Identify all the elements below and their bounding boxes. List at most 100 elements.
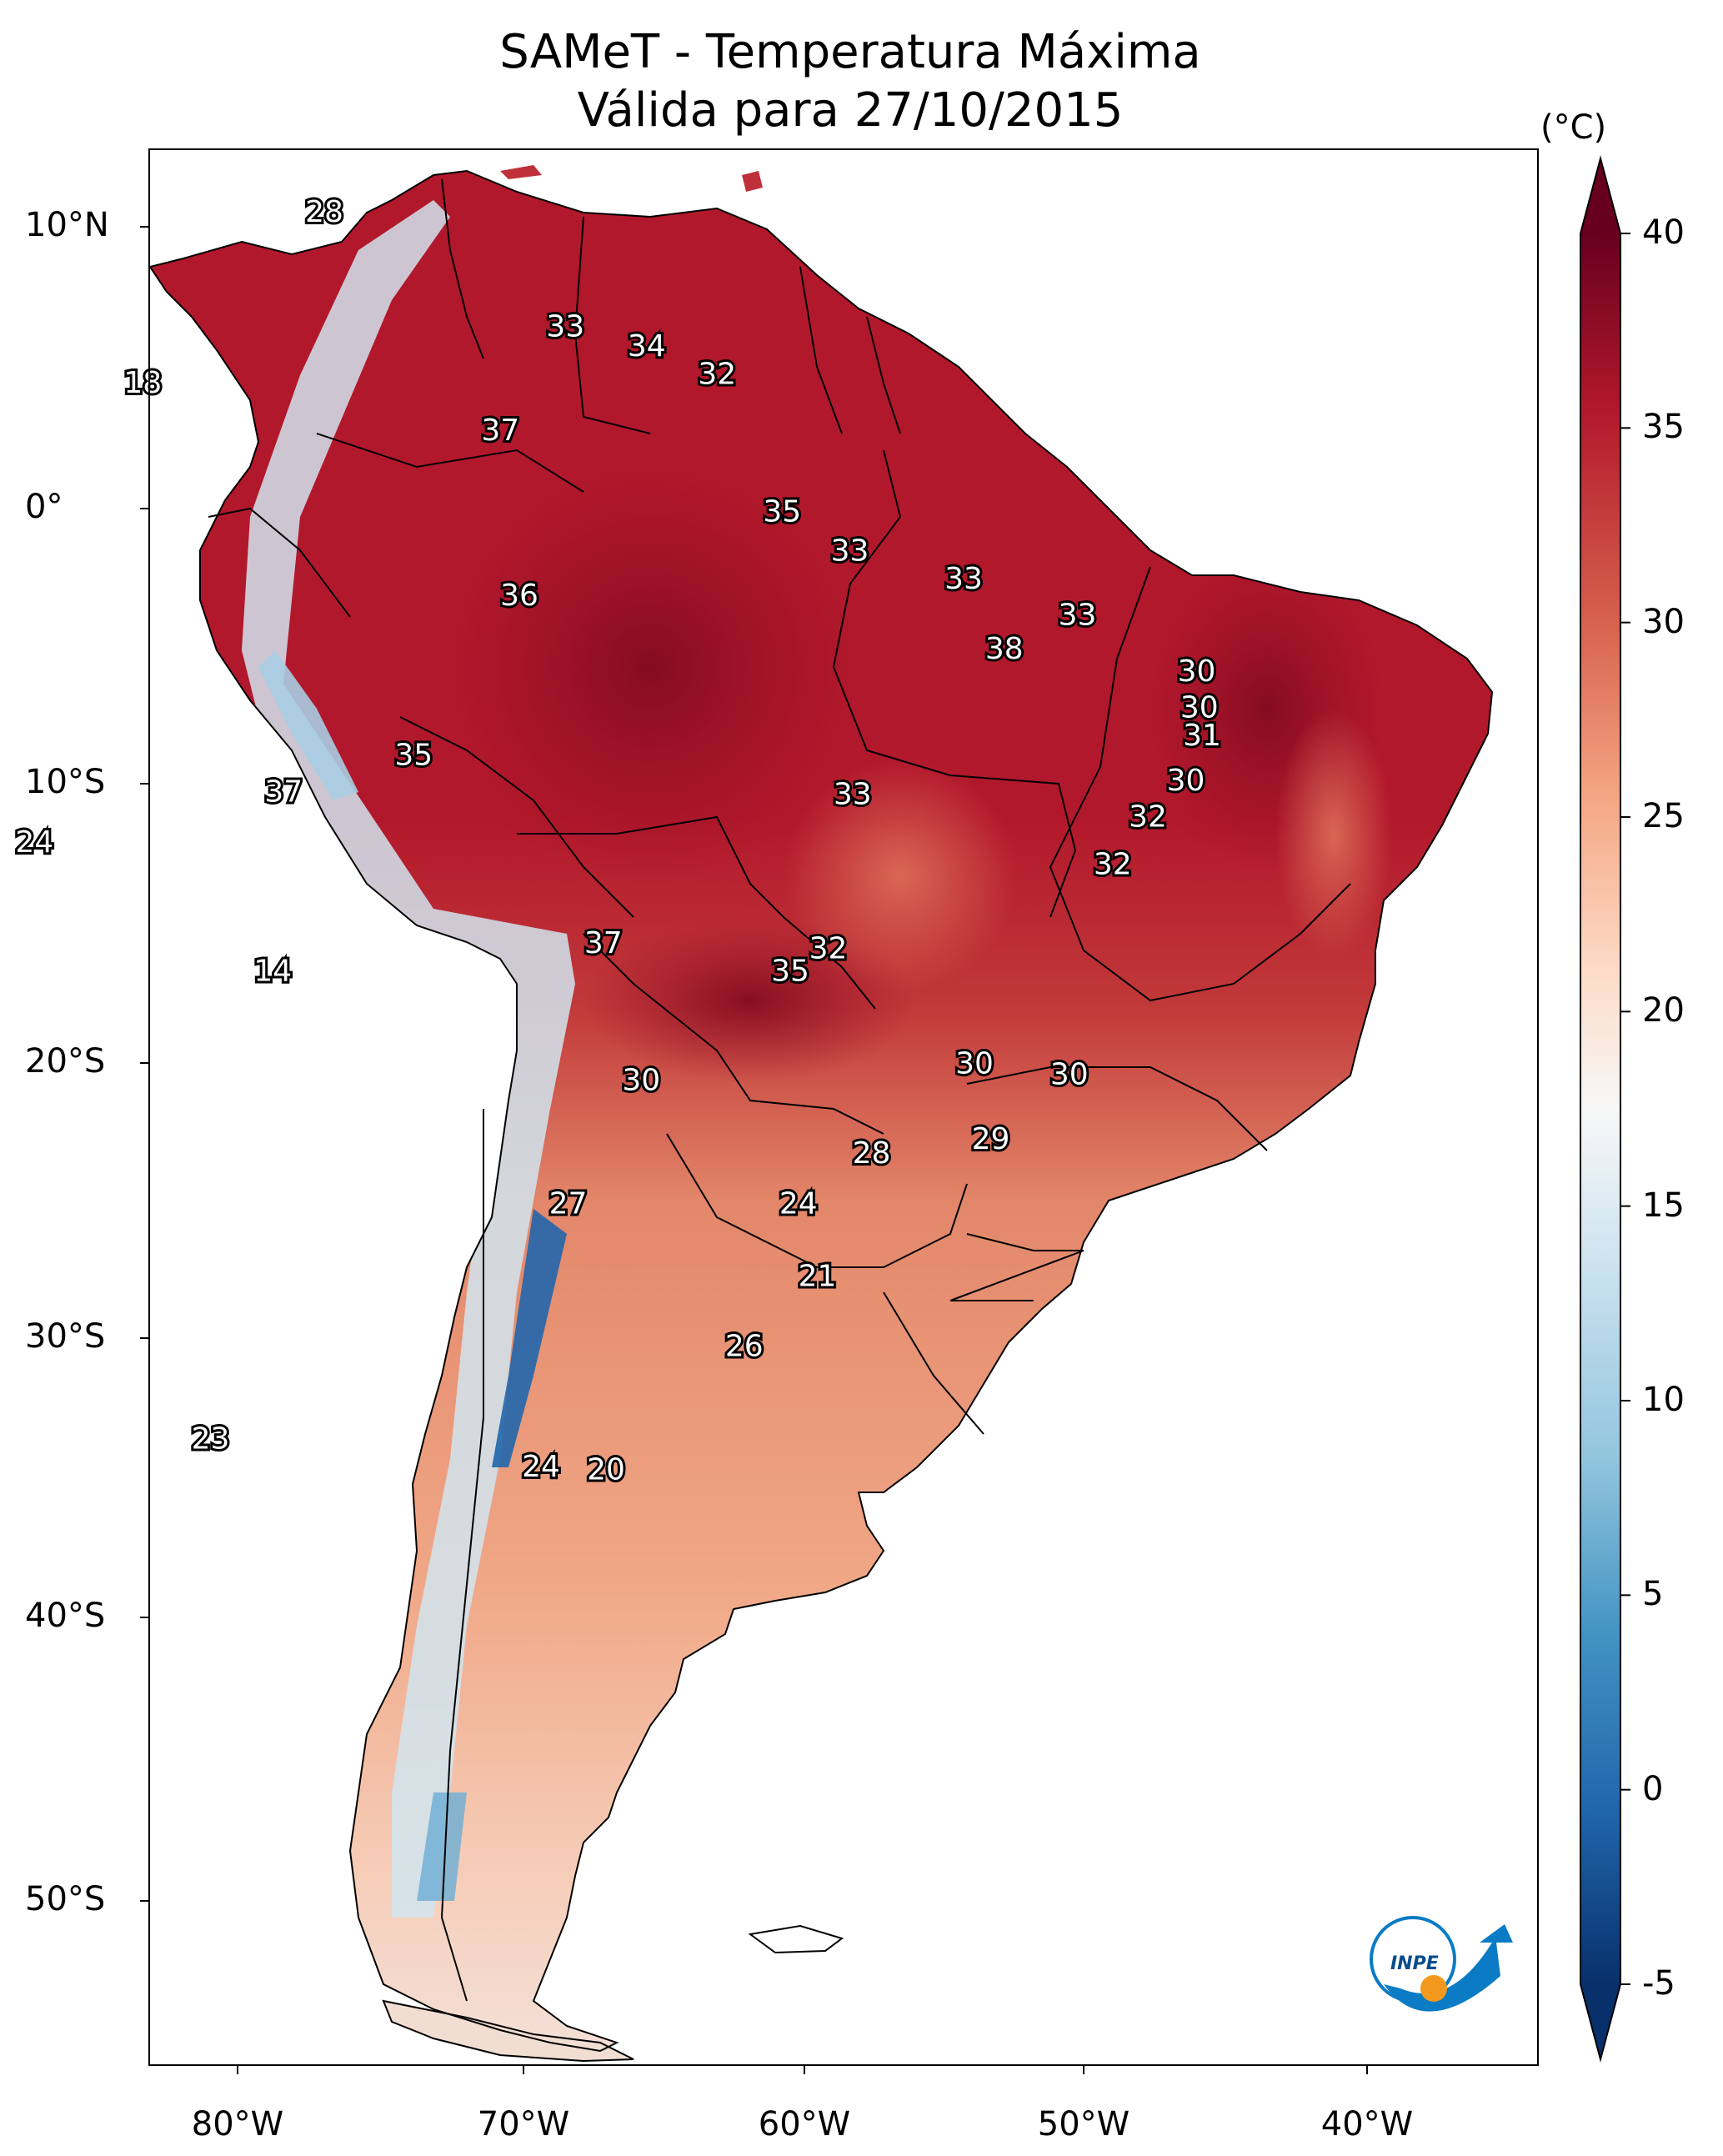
colorbar-tick-label: 30 — [1642, 602, 1685, 641]
hot-area-amazon — [433, 450, 867, 884]
temperature-label: 18 — [123, 366, 162, 400]
temperature-labels: 2833343218371935333633333830303135373033… — [0, 193, 1224, 1490]
temperature-label: 35 — [763, 494, 801, 529]
colorbar-unit: (°C) — [1540, 108, 1607, 147]
longitude-label: 40°W — [1320, 2105, 1414, 2143]
temperature-label: 30 — [1180, 691, 1219, 725]
border-bolivia-brazil — [517, 815, 876, 1010]
warm-area-bahia — [1275, 709, 1392, 959]
falkland-islands — [748, 1924, 844, 1954]
colorbar-tick-label: 40 — [1642, 213, 1685, 252]
state-borders-south — [949, 1233, 1084, 1301]
border-venezuela-guyana — [573, 216, 651, 434]
colorbar-gradient — [1580, 233, 1620, 1984]
peru-andes-cold — [258, 650, 358, 800]
temperature-label: 26 — [725, 1330, 764, 1364]
temperature-label: 37 — [481, 414, 519, 448]
temperature-label: 24 — [15, 825, 53, 860]
colorbar — [1580, 155, 1630, 2063]
temperature-label: 33 — [944, 562, 983, 596]
temperature-label: 21 — [799, 1260, 837, 1294]
temperature-label: 32 — [809, 932, 848, 966]
temperature-label: 14 — [253, 954, 292, 988]
border-peru-brazil — [399, 716, 634, 918]
border-bolivia-paraguay — [583, 933, 884, 1135]
temperature-label: 30 — [1178, 654, 1216, 689]
state-borders-central — [1049, 566, 1351, 1002]
temperature-label: 37 — [584, 926, 623, 960]
border-ecuador-peru — [208, 507, 351, 618]
colorbar-tick-label: 5 — [1642, 1575, 1664, 1614]
temperature-label: 33 — [546, 310, 584, 344]
latitude-label: 0° — [25, 488, 63, 526]
inpe-logo: INPE — [1370, 1916, 1513, 2012]
latitude-label: 10°S — [25, 763, 106, 801]
border-colombia-venezuela — [441, 178, 484, 359]
logo-text: INPE — [1390, 1953, 1439, 1974]
temperature-label: 35 — [771, 954, 809, 988]
border-paraguay-argentina — [666, 1133, 968, 1268]
colorbar-tick-label: 15 — [1642, 1186, 1685, 1225]
latitude-label: 30°S — [25, 1317, 106, 1356]
temperature-label: 30 — [622, 1063, 660, 1097]
temperature-label: 30 — [1050, 1058, 1089, 1092]
temperature-label: 33 — [1059, 599, 1097, 633]
longitude-label: 60°W — [758, 2105, 851, 2143]
caribbean-islands — [500, 165, 763, 192]
temperature-label: 34 — [628, 329, 666, 364]
temperature-label: 35 — [394, 739, 433, 773]
warm-area-central — [784, 759, 1017, 992]
temperature-label: 20 — [587, 1452, 625, 1487]
andes-cool-band — [242, 200, 575, 1918]
temperature-label: 31 — [1183, 719, 1221, 753]
temperature-label: 33 — [831, 534, 869, 568]
patagonia-cold — [417, 1792, 467, 1901]
temperature-label: 27 — [549, 1186, 588, 1221]
boundaries — [149, 170, 1493, 2052]
colorbar-tick-label: 10 — [1642, 1381, 1685, 1419]
temperature-label: 32 — [1129, 800, 1167, 835]
temperature-label: 23 — [192, 1422, 230, 1457]
colorbar-tick-label: 0 — [1642, 1769, 1664, 1808]
state-borders-southeast — [966, 1066, 1268, 1151]
latitude-label: 10°N — [25, 206, 109, 244]
temperature-label: 38 — [985, 632, 1024, 666]
temperature-label: 24 — [779, 1186, 818, 1221]
temperature-label: 28 — [305, 195, 343, 229]
temperature-label: 32 — [1094, 848, 1132, 882]
latitude-label: 50°S — [25, 1880, 106, 1918]
map-frame — [148, 148, 1539, 2066]
temperature-label: 24 — [522, 1450, 560, 1484]
andes-cold-core — [492, 1209, 567, 1467]
colorbar-top-arrow — [1580, 158, 1620, 233]
colorbar-tick-label: 20 — [1642, 991, 1685, 1030]
border-suriname — [799, 266, 843, 434]
latitude-label: 20°S — [25, 1042, 106, 1081]
colorbar-tick-label: 25 — [1642, 797, 1685, 835]
temperature-label: 28 — [853, 1136, 891, 1171]
axis-ticks — [140, 226, 1368, 2074]
title-line-2: Válida para 27/10/2015 — [577, 83, 1124, 138]
colorbar-tick-label: -5 — [1642, 1964, 1675, 2003]
logo-sun-dot — [1420, 1975, 1447, 2002]
border-brazil-colombia — [316, 433, 584, 493]
colorbar-bottom-arrow — [1580, 1984, 1620, 2059]
longitude-label: 70°W — [477, 2105, 570, 2143]
temperature-label: 33 — [834, 778, 872, 812]
title-line-1: SAMeT - Temperatura Máxima — [499, 25, 1201, 79]
temperature-label: 29 — [972, 1122, 1010, 1156]
temperature-label: 32 — [698, 358, 736, 392]
logo-arrow — [1384, 1924, 1513, 2012]
latitude-label: 40°S — [25, 1597, 106, 1635]
colorbar-tick-label: 35 — [1642, 408, 1685, 447]
longitude-label: 50°W — [1037, 2105, 1130, 2143]
border-french-guiana — [866, 316, 901, 434]
border-argentina-uruguay — [883, 1291, 984, 1435]
temperature-label: 30 — [955, 1046, 994, 1081]
colorbar-ticks — [1620, 233, 1630, 1985]
temperature-label: 37 — [264, 775, 303, 809]
border-chile-argentina — [440, 1109, 484, 2002]
temperature-label: 36 — [500, 579, 538, 613]
longitude-label: 80°W — [191, 2105, 284, 2143]
